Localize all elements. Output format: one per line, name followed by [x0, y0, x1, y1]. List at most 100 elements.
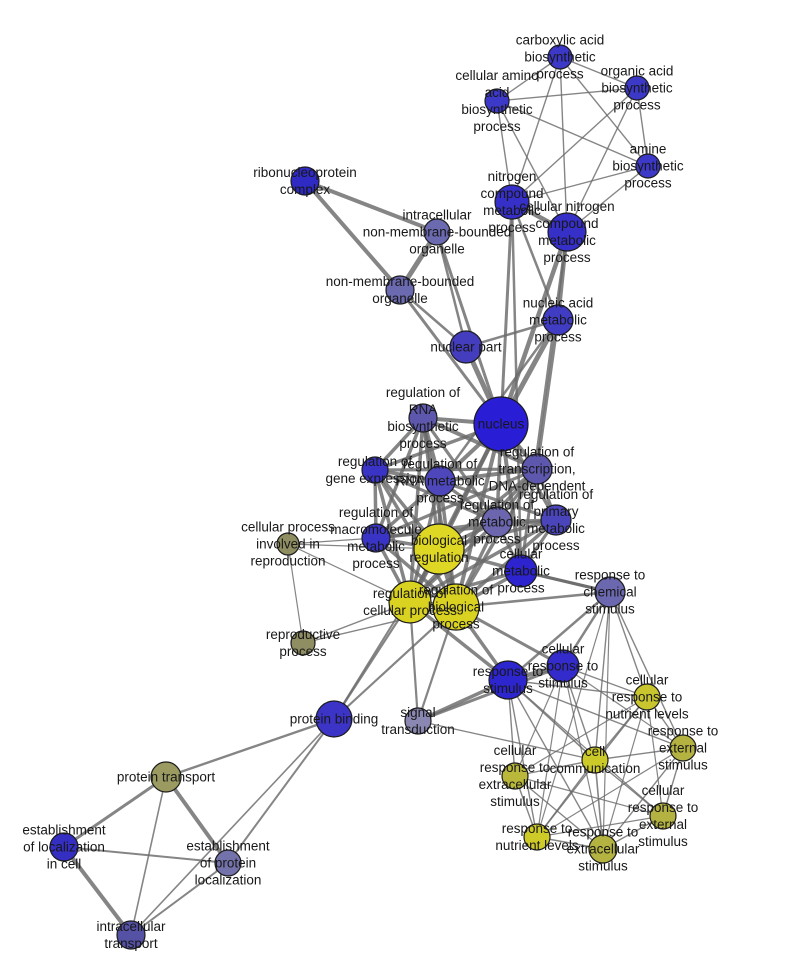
edge-carboxylic-acid-biosynthetic-process--amine-biosynthetic-process — [559, 56, 649, 167]
label-regulation-of-rna-metabolic-process: regulation of RNA metabolic process — [395, 456, 485, 505]
edge-response-to-stimulus--cellular-response-to-external-stimulus — [507, 679, 664, 817]
edge-cellular-response-to-stimulus--signal-transduction — [417, 664, 564, 723]
node-intracellular-transport[interactable] — [116, 920, 146, 950]
node-non-membrane-bounded-organelle[interactable] — [385, 275, 415, 305]
node-regulation-of-transcription-dna-dependent[interactable] — [521, 453, 553, 485]
node-cellular-amino-acid-biosynthetic-process[interactable] — [484, 88, 510, 114]
label-cellular-amino-acid-biosynthetic-process: cellular amino acid biosynthetic process — [455, 68, 538, 134]
node-protein-binding[interactable] — [315, 700, 353, 738]
node-protein-transport[interactable] — [150, 761, 182, 793]
label-regulation-of-gene-expression: regulation of gene expression — [325, 454, 424, 486]
label-amine-biosynthetic-process: amine biosynthetic process — [612, 141, 684, 190]
edge-nitrogen-compound-metabolic-process--cellular-metabolic-process — [510, 201, 523, 572]
node-nucleus[interactable] — [473, 396, 529, 452]
label-ribonucleoprotein-complex: ribonucleoprotein complex — [253, 165, 357, 197]
label-regulation-of-macromolecule-metabolic-process: regulation of macromolecule metabolic proce… — [330, 505, 422, 571]
node-establishment-of-protein-localization[interactable] — [214, 849, 242, 877]
node-cellular-process-involved-in-reproduction[interactable] — [276, 532, 300, 556]
edge-regulation-of-rna-biosynthetic-process--regulation-of-macromolecule-metabolic-process — [374, 417, 425, 539]
node-regulation-of-metabolic-process[interactable] — [481, 506, 513, 538]
node-response-to-chemical-stimulus[interactable] — [594, 576, 626, 608]
edge-cellular-response-to-stimulus--response-to-nutrient-levels — [536, 665, 564, 838]
edge-cellular-nitrogen-compound-metabolic-process--cellular-metabolic-process — [519, 231, 569, 572]
node-ribonucleoprotein-complex[interactable] — [290, 166, 320, 196]
edge-protein-transport--establishment-of-protein-localization — [164, 775, 230, 865]
edge-cellular-process-involved-in-reproduction--regulation-of-cellular-process — [287, 543, 411, 603]
edge-response-to-stimulus--response-to-external-stimulus — [507, 679, 684, 749]
node-cellular-response-to-external-stimulus[interactable] — [649, 802, 677, 830]
node-regulation-of-rna-biosynthetic-process[interactable] — [408, 403, 438, 433]
edge-cellular-response-to-external-stimulus--response-to-nutrient-levels — [536, 815, 664, 838]
label-cellular-process-involved-in-reproduction: cellular process involved in reproduction — [241, 519, 335, 568]
edge-regulation-of-rna-metabolic-process--regulation-of-primary-metabolic-process — [439, 479, 557, 522]
label-organic-acid-biosynthetic-process: organic acid biosynthetic process — [601, 63, 674, 112]
edge-protein-binding--intracellular-transport — [130, 718, 335, 936]
edge-regulation-of-biological-process--protein-binding — [333, 606, 457, 720]
label-nucleic-acid-metabolic-process: nucleic acid metabolic process — [523, 295, 594, 344]
node-regulation-of-rna-metabolic-process[interactable] — [424, 465, 456, 497]
label-establishment-of-localization-in-cell: establishment of localization in cell — [22, 822, 106, 871]
node-cellular-response-to-stimulus[interactable] — [546, 649, 580, 683]
node-nucleic-acid-metabolic-process[interactable] — [542, 304, 574, 336]
edge-nucleic-acid-metabolic-process--regulation-of-transcription-dna-dependent — [535, 319, 560, 470]
edge-regulation-of-transcription-dna-dependent--regulation-of-gene-expression — [374, 467, 538, 472]
edge-carboxylic-acid-biosynthetic-process--nitrogen-compound-metabolic-process — [511, 56, 561, 203]
node-cellular-nitrogen-compound-metabolic-process[interactable] — [547, 212, 587, 252]
node-organic-acid-biosynthetic-process[interactable] — [624, 75, 650, 101]
edge-carboxylic-acid-biosynthetic-process--organic-acid-biosynthetic-process — [559, 56, 638, 89]
label-response-to-external-stimulus: response to external stimulus — [648, 723, 719, 772]
label-intracellular-non-membrane-bounded-organelle: intracellular non-membrane-bounded organel… — [363, 207, 512, 256]
label-non-membrane-bounded-organelle: non-membrane-bounded organelle — [326, 274, 475, 306]
node-response-to-extracellular-stimulus[interactable] — [588, 834, 618, 864]
edge-signal-transduction--cell-communication — [417, 720, 596, 761]
node-carboxylic-acid-biosynthetic-process[interactable] — [547, 44, 573, 70]
label-protein-transport: protein transport — [117, 769, 216, 784]
node-response-to-stimulus[interactable] — [488, 660, 528, 700]
label-nitrogen-compound-metabolic-process: nitrogen compound metabolic process — [480, 169, 543, 235]
node-biological-regulation[interactable] — [413, 523, 465, 575]
edge-cellular-amino-acid-biosynthetic-process--organic-acid-biosynthetic-process — [496, 87, 638, 102]
label-cellular-nitrogen-compound-metabolic-process: cellular nitrogen compound metabolic proces… — [519, 199, 614, 265]
node-regulation-of-cellular-process[interactable] — [388, 580, 432, 624]
edge-response-to-stimulus--response-to-extracellular-stimulus — [507, 679, 604, 850]
node-cell-communication[interactable] — [581, 746, 609, 774]
label-response-to-extracellular-stimulus: response to extracellular stimulus — [567, 824, 640, 873]
edge-response-to-chemical-stimulus--response-to-stimulus — [507, 591, 611, 681]
node-cellular-response-to-nutrient-levels[interactable] — [633, 683, 661, 711]
label-response-to-stimulus: response to stimulus — [473, 664, 544, 696]
edge-carboxylic-acid-biosynthetic-process--cellular-nitrogen-compound-metabolic-process — [559, 56, 568, 233]
edge-biological-regulation--protein-binding — [333, 548, 440, 720]
node-regulation-of-gene-expression[interactable] — [361, 456, 389, 484]
node-regulation-of-biological-process[interactable] — [432, 583, 480, 631]
edge-cellular-response-to-extracellular-stimulus--response-to-extracellular-stimulus — [514, 775, 604, 850]
node-amine-biosynthetic-process[interactable] — [635, 153, 661, 179]
label-response-to-chemical-stimulus: response to chemical stimulus — [575, 567, 646, 616]
node-nitrogen-compound-metabolic-process[interactable] — [494, 184, 530, 220]
edge-regulation-of-transcription-dna-dependent--regulation-of-rna-metabolic-process — [439, 467, 538, 483]
edge-organic-acid-biosynthetic-process--nitrogen-compound-metabolic-process — [511, 87, 638, 203]
node-nuclear-part[interactable] — [449, 330, 483, 364]
node-signal-transduction[interactable] — [404, 707, 432, 735]
edge-nitrogen-compound-metabolic-process--nucleic-acid-metabolic-process — [510, 201, 560, 321]
label-regulation-of-biological-process: regulation of biological process — [419, 582, 494, 631]
edge-regulation-of-rna-biosynthetic-process--regulation-of-transcription-dna-dependent — [422, 416, 538, 471]
node-cellular-metabolic-process[interactable] — [504, 554, 538, 588]
label-layer: carboxylic acid biosynthetic processcellul… — [22, 32, 718, 951]
label-carboxylic-acid-biosynthetic-process: carboxylic acid biosynthetic process — [516, 32, 605, 81]
edge-response-to-chemical-stimulus--response-to-external-stimulus — [609, 591, 684, 749]
node-establishment-of-localization-in-cell[interactable] — [49, 832, 79, 862]
edge-response-to-chemical-stimulus--cell-communication — [594, 591, 611, 761]
edge-response-to-chemical-stimulus--cellular-response-to-nutrient-levels — [609, 591, 648, 698]
edge-cellular-response-to-stimulus--response-to-external-stimulus — [562, 665, 684, 749]
edge-establishment-of-localization-in-cell--establishment-of-protein-localization — [63, 846, 229, 864]
node-regulation-of-primary-metabolic-process[interactable] — [540, 504, 572, 536]
node-reproductive-process[interactable] — [290, 630, 316, 656]
node-cellular-response-to-extracellular-stimulus[interactable] — [501, 762, 529, 790]
node-intracellular-non-membrane-bounded-organelle[interactable] — [423, 218, 451, 246]
node-response-to-external-stimulus[interactable] — [669, 734, 697, 762]
edge-ribonucleoprotein-complex--non-membrane-bounded-organelle — [303, 179, 402, 292]
node-regulation-of-macromolecule-metabolic-process[interactable] — [361, 523, 391, 553]
node-response-to-nutrient-levels[interactable] — [523, 823, 551, 851]
